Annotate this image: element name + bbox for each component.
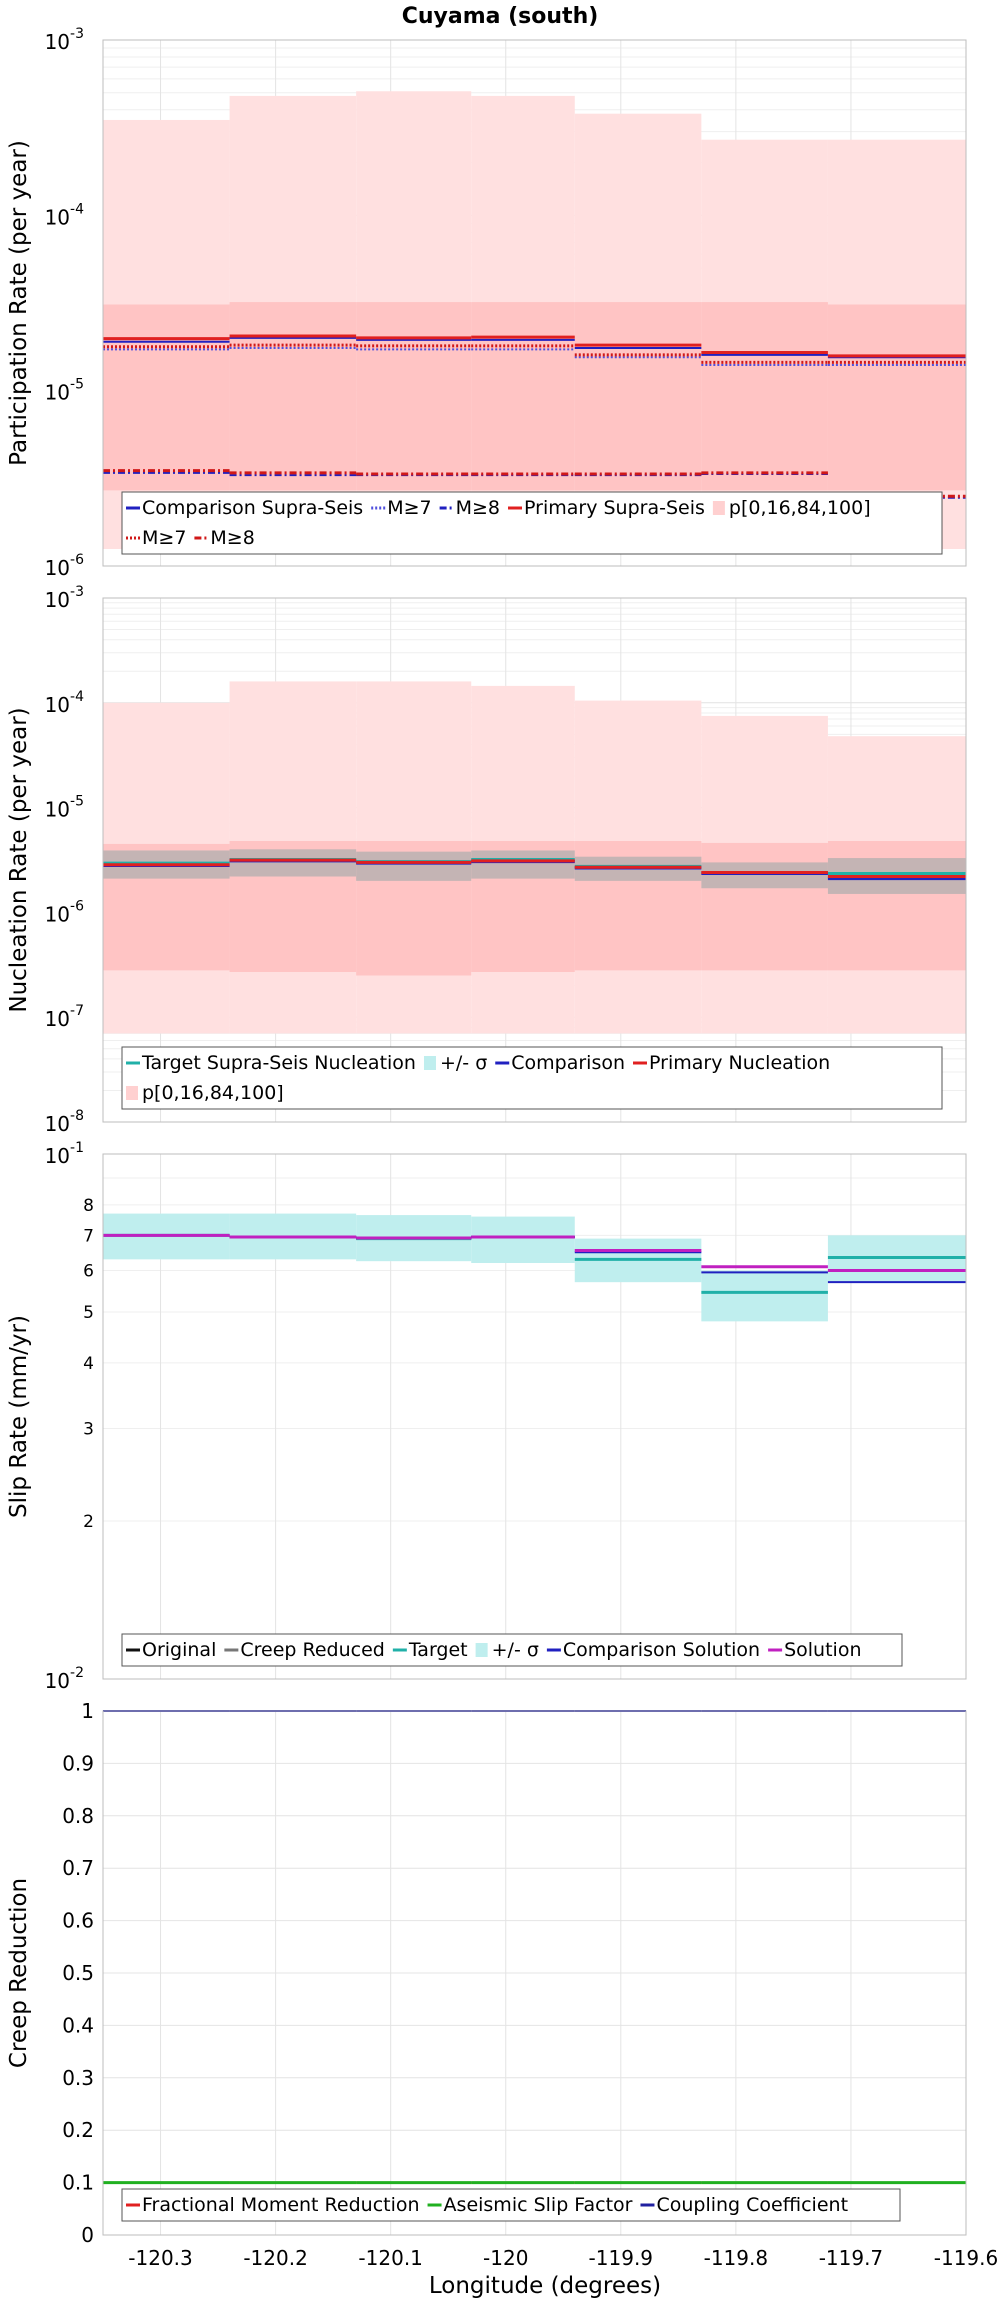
x-tick-label: -119.6 <box>934 2246 998 2270</box>
x-axis-label: Longitude (degrees) <box>429 2273 661 2299</box>
y-axis-label: Slip Rate (mm/yr) <box>6 1315 32 1518</box>
y-tick-label: 10-6 <box>45 898 85 926</box>
legend-label: Target Supra-Seis Nucleation <box>141 1052 416 1074</box>
legend-swatch <box>423 1056 436 1070</box>
band-3-bin-3 <box>356 851 472 881</box>
y-tick-label: 10-1 <box>45 1140 84 1168</box>
band-2-bin-6 <box>701 842 828 971</box>
band-3-bin-4 <box>471 850 575 879</box>
band-2-bin-5 <box>574 302 702 491</box>
band-2-bin-6 <box>701 302 828 491</box>
legend-label: p[0,16,84,100] <box>142 1082 284 1104</box>
y-axis-label: Nucleation Rate (per year) <box>6 707 32 1012</box>
band-3-bin-6 <box>701 862 828 889</box>
band-1-bin-6 <box>701 1270 828 1322</box>
y-tick-label: 6 <box>83 1261 94 1281</box>
y-tick-label: 3 <box>83 1420 94 1440</box>
legend-label: M≥7 <box>387 497 431 519</box>
y-tick-label: 8 <box>83 1196 94 1216</box>
y-tick-label: 0.7 <box>62 1856 94 1880</box>
legend-label: Comparison Supra-Seis <box>142 497 363 519</box>
legend-label: Primary Supra-Seis <box>524 497 705 519</box>
legend-box <box>121 1046 943 1110</box>
y-tick-label: 10-4 <box>45 689 85 717</box>
y-tick-label: 0.6 <box>62 1909 94 1933</box>
plot-frame <box>102 597 967 1123</box>
panel-1: 10-6 10-5 10-4 10-3 Participation Rate (per … <box>6 26 967 580</box>
band-2-bin-1 <box>103 304 230 491</box>
y-tick-label: 10-7 <box>45 1003 84 1031</box>
legend-label: Comparison <box>511 1052 625 1074</box>
legend-swatch <box>712 501 725 515</box>
legend-label: Original <box>142 1639 216 1661</box>
band-2-bin-2 <box>229 302 357 491</box>
chart-title: Cuyama (south) <box>402 4 599 29</box>
x-tick-label: -120 <box>483 2246 528 2270</box>
y-tick-label: 10-4 <box>45 201 85 229</box>
y-tick-label: 0.1 <box>62 2171 94 2195</box>
y-tick-label: 10-6 <box>45 552 85 580</box>
y-tick-label: 7 <box>83 1226 94 1246</box>
y-axis-label: Participation Rate (per year) <box>6 140 32 466</box>
y-tick-label: 10-3 <box>45 584 84 612</box>
x-tick-label: -119.8 <box>704 2246 768 2270</box>
legend-box <box>121 2188 901 2222</box>
y-tick-label: 10-3 <box>45 26 84 54</box>
legend-label: Coupling Coefficient <box>656 2194 848 2216</box>
y-tick-label: 10-5 <box>45 794 84 822</box>
legend-box <box>121 491 943 555</box>
y-tick-label: 10-2 <box>45 1665 84 1693</box>
panel-2: 10-8 10-7 10-6 10-5 10-4 10-3 Nucleation Rate … <box>6 584 967 1136</box>
legend-label: Target <box>408 1639 468 1661</box>
y-tick-label: 1 <box>81 1699 94 1723</box>
y-tick-label: 0.8 <box>62 1804 94 1828</box>
y-axis-label: Creep Reduction <box>6 1878 32 2068</box>
y-tick-label: 10-8 <box>45 1108 84 1136</box>
panel-4: 0 0.1 0.2 0.3 0.4 0.5 0.6 0.7 0.8 0.9 1 Creep Reduc… <box>6 1699 967 2247</box>
y-tick-label: 0.4 <box>62 2013 94 2037</box>
legend-label: Primary Nucleation <box>649 1052 830 1074</box>
legend-swatch <box>126 1086 138 1100</box>
legend-label: Creep Reduced <box>240 1639 384 1661</box>
legend-label: Comparison Solution <box>563 1639 760 1661</box>
legend-label: Fractional Moment Reduction <box>142 2194 420 2216</box>
band-2-bin-7 <box>827 304 966 491</box>
y-tick-label: 5 <box>83 1303 94 1323</box>
y-tick-label: 2 <box>83 1512 94 1532</box>
plot-frame <box>102 1153 967 1680</box>
legend-label: M≥8 <box>210 527 254 549</box>
legend-label: +/- σ <box>440 1052 487 1074</box>
legend-swatch <box>475 1643 488 1657</box>
band-2-bin-4 <box>471 302 575 491</box>
y-tick-label: 4 <box>83 1354 94 1374</box>
band-3-bin-2 <box>229 849 357 877</box>
y-tick-label: 0.2 <box>62 2118 94 2142</box>
legend-label: p[0,16,84,100] <box>729 497 871 519</box>
band-1-bin-4 <box>471 1216 575 1263</box>
y-tick-label: 0 <box>81 2223 94 2247</box>
y-tick-label: 0.3 <box>62 2066 94 2090</box>
legend-label: +/- σ <box>492 1639 539 1661</box>
x-tick-label: -119.9 <box>589 2246 653 2270</box>
band-2-bin-3 <box>356 302 472 491</box>
x-tick-label: -119.7 <box>819 2246 883 2270</box>
legend-label: Aseismic Slip Factor <box>444 2194 633 2216</box>
y-tick-label: 10-5 <box>45 377 84 405</box>
plot-frame <box>102 1710 967 2236</box>
legend-label: M≥7 <box>142 527 186 549</box>
x-tick-label: -120.3 <box>128 2246 192 2270</box>
legend-label: M≥8 <box>456 497 500 519</box>
x-tick-label: -120.1 <box>358 2246 422 2270</box>
panel-3: 10-2 10-1 2 3 4 5 6 7 8 Slip Rate (mm/yr) Original… <box>6 1140 967 1693</box>
legend-label: Solution <box>784 1639 861 1661</box>
x-tick-label: -120.2 <box>243 2246 307 2270</box>
y-tick-label: 0.5 <box>62 1961 94 1985</box>
y-tick-label: 0.9 <box>62 1751 94 1775</box>
plot-frame <box>102 39 967 567</box>
